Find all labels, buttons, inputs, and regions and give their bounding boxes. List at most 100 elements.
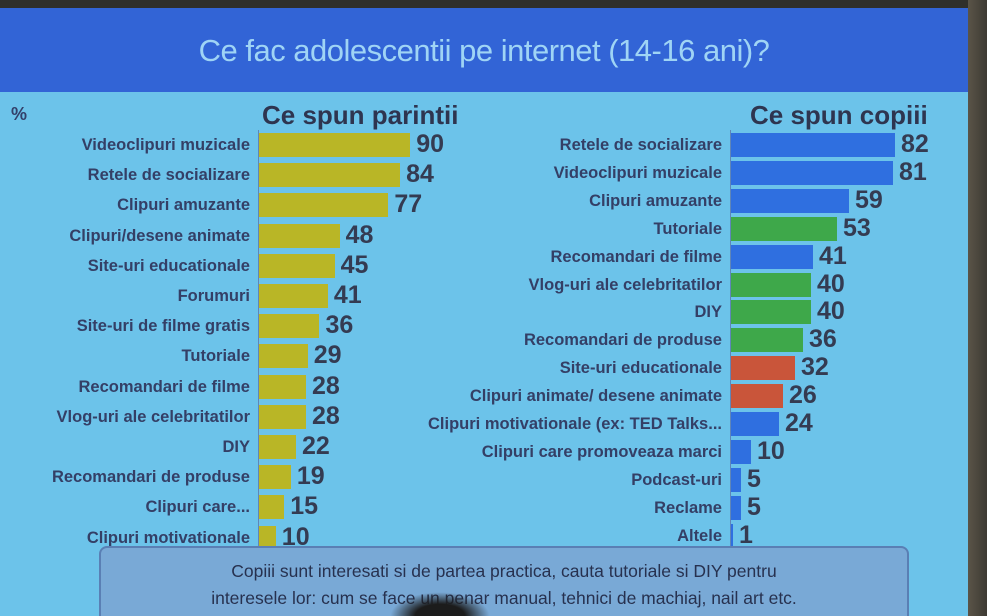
bar-value: 10 [757, 436, 785, 465]
bar-label: DIY [222, 438, 250, 456]
bar-label: Clipuri amuzante [589, 191, 722, 210]
bar-label: Site-uri de filme gratis [76, 317, 250, 336]
bar-label: Clipuri care promoveaza marci [481, 442, 722, 461]
parents-chart-title: Ce spun parintii [262, 100, 459, 130]
bar-value: 53 [843, 213, 871, 242]
bar-value: 41 [333, 281, 362, 309]
foreground-object [390, 592, 490, 616]
bar [731, 467, 741, 492]
bar-label: Altele [677, 526, 722, 545]
bar [731, 328, 803, 353]
unit-label: % [11, 104, 28, 124]
bar [259, 163, 401, 188]
bar-label: Tutoriale [181, 347, 250, 366]
bar-value: 36 [809, 325, 837, 354]
bar [259, 495, 285, 520]
bar [259, 193, 389, 218]
bar [731, 272, 811, 297]
title-banner: Ce fac adolescentii pe internet (14-16 a… [0, 8, 968, 92]
bar [731, 244, 813, 269]
bar [259, 525, 276, 550]
slide: Ce fac adolescentii pe internet (14-16 a… [0, 8, 968, 616]
bar-value: 40 [817, 297, 845, 326]
bar-value: 1 [739, 520, 753, 549]
bar-label: Reclame [654, 498, 722, 517]
bar-label: Retele de socializare [559, 136, 722, 154]
bar-value: 15 [290, 492, 318, 521]
slide-title: Ce fac adolescentii pe internet (14-16 a… [198, 33, 770, 68]
bar [731, 160, 893, 185]
bar [259, 344, 308, 369]
bar [731, 439, 751, 464]
bar-label: Recomandari de filme [550, 247, 722, 266]
bar-value: 90 [416, 130, 444, 158]
bar [259, 435, 296, 459]
bar [259, 404, 307, 429]
bar-label: Clipuri care... [145, 498, 250, 517]
bar-value: 32 [801, 353, 829, 382]
parents-axis-line [258, 130, 259, 555]
bar-value: 84 [406, 160, 434, 189]
bar-value: 77 [394, 190, 423, 219]
bar-label: Recomandari de produse [523, 331, 722, 350]
screen-frame-right [968, 0, 987, 616]
bar-label: Vlog-uri ale celebritatilor [528, 275, 722, 294]
bar-value: 5 [747, 464, 761, 493]
bar [731, 216, 837, 241]
bar-label: Videoclipuri muzicale [81, 136, 250, 154]
bar-label: Retele de socializare [87, 166, 250, 185]
bar [259, 314, 320, 339]
bar-value: 26 [789, 381, 817, 410]
bar-label: Clipuri animate/ desene animate [469, 387, 722, 406]
bar-value: 59 [855, 185, 883, 214]
note-line-1: Copiii sunt interesati si de partea prac… [231, 561, 777, 581]
bar-label: Recomandari de produse [51, 468, 250, 487]
bar-value: 28 [312, 401, 340, 430]
bar [731, 300, 811, 325]
bar [731, 495, 741, 520]
kids-axis-line [730, 130, 731, 551]
bar-value: 10 [281, 522, 310, 551]
bar-value: 5 [747, 492, 761, 521]
bar-label: Site-uri educationale [559, 359, 722, 378]
bar-label: Podcast-uri [631, 470, 722, 489]
bar [731, 384, 783, 409]
bar [259, 253, 335, 278]
bar [259, 374, 307, 399]
bar-value: 28 [312, 371, 340, 400]
bar-label: Forumuri [177, 287, 250, 305]
bar-value: 48 [345, 220, 374, 249]
bar-label: Vlog-uri ale celebritatilor [56, 407, 250, 426]
bar-value: 24 [785, 409, 813, 437]
note-line-2: interesele lor: cum se face un penar man… [211, 588, 797, 608]
bar-value: 19 [296, 462, 325, 491]
bar-label: Videoclipuri muzicale [553, 163, 722, 182]
bar-value: 41 [819, 241, 847, 270]
bar-label: Tutoriale [653, 219, 722, 238]
bar [259, 133, 411, 157]
bar [731, 356, 795, 381]
bar-value: 22 [301, 432, 330, 460]
bar-value: 29 [313, 341, 342, 370]
note-box: Copiii sunt interesati si de partea prac… [99, 546, 909, 616]
bar [731, 412, 779, 436]
bar-value: 40 [817, 269, 845, 298]
kids-chart-title: Ce spun copiii [750, 100, 928, 130]
bar-value: 81 [899, 157, 927, 186]
screen-frame-top [0, 0, 987, 9]
bar [259, 465, 291, 490]
bar [259, 284, 328, 308]
bar [731, 188, 849, 213]
bar-label: Clipuri motivationale [86, 528, 250, 547]
bar [731, 133, 895, 157]
bar-label: Recomandari de filme [78, 377, 250, 396]
bar-label: Site-uri educationale [87, 256, 250, 275]
bar-label: Clipuri motivationale (ex: TED Talks... [427, 415, 722, 433]
bar-label: Clipuri amuzante [117, 196, 250, 215]
bar-value: 36 [325, 311, 354, 340]
bar [731, 523, 733, 548]
bar [259, 223, 340, 248]
bar-value: 82 [901, 130, 929, 158]
bar-value: 45 [340, 250, 369, 279]
bar-label: Clipuri/desene animate [69, 226, 250, 245]
